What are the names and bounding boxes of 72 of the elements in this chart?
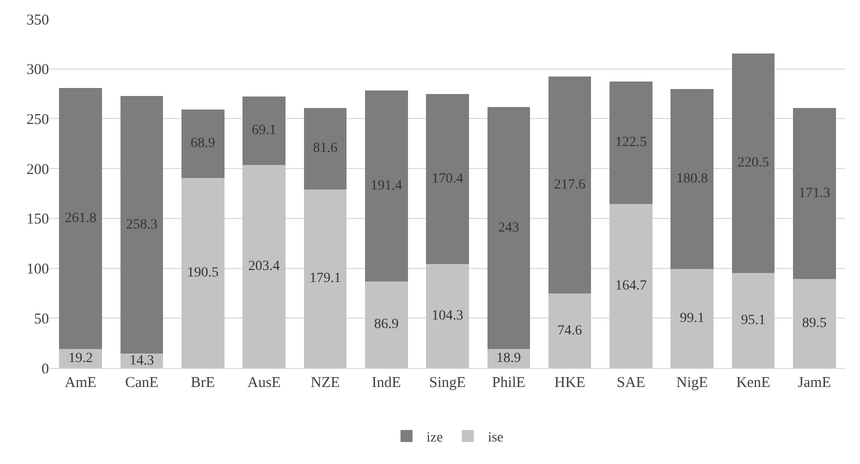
data-label: 89.5: [802, 316, 827, 331]
data-label: 18.9: [496, 351, 521, 366]
y-tick-label: 200: [26, 162, 49, 178]
data-label: 69.1: [252, 123, 276, 138]
y-tick-label: 0: [42, 361, 49, 378]
y-tick-label: 150: [26, 212, 49, 228]
x-tick-label: SingE: [429, 375, 466, 391]
x-tick-label: PhilE: [492, 375, 526, 391]
x-tick-label: NigE: [676, 375, 708, 391]
data-label: 122.5: [615, 135, 647, 150]
data-label: 217.6: [554, 178, 586, 193]
data-label: 74.6: [558, 323, 582, 338]
x-tick-label: HKE: [554, 375, 586, 391]
data-label: 164.7: [615, 278, 647, 294]
bar: [181, 109, 224, 178]
data-label: 68.9: [190, 136, 216, 152]
bar: [670, 88, 714, 270]
bar: [426, 94, 469, 264]
bar: [732, 53, 775, 274]
data-label: 14.3: [129, 353, 154, 368]
data-label: 104.3: [432, 308, 464, 324]
bar: [364, 281, 408, 368]
data-label: 179.1: [309, 271, 341, 286]
x-tick-label: KenE: [736, 375, 770, 391]
data-label: 170.4: [432, 172, 464, 187]
bar: [181, 178, 224, 368]
x-tick-label: NZE: [310, 375, 340, 391]
data-label: 220.5: [738, 156, 770, 171]
x-tick-label: IndE: [372, 375, 401, 391]
bar: [793, 108, 836, 279]
data-label: 191.4: [370, 178, 402, 194]
x-tick-label: SAE: [616, 375, 646, 391]
data-label: 243: [498, 220, 520, 236]
legend-label: ize: [426, 430, 443, 446]
data-label: 95.1: [741, 313, 766, 328]
bar: [426, 264, 469, 368]
y-tick-label: 100: [26, 262, 49, 278]
bar: [120, 96, 164, 354]
bar: [487, 106, 530, 350]
data-label: 171.3: [798, 186, 830, 201]
legend-label: ise: [488, 430, 504, 446]
y-tick-label: 250: [26, 112, 49, 128]
data-label: 86.9: [374, 317, 399, 332]
bar: [364, 90, 408, 282]
bar: [304, 108, 347, 190]
bar: [670, 269, 714, 368]
bar: [548, 76, 592, 294]
bar: [242, 165, 286, 368]
data-label: 19.2: [68, 350, 93, 366]
data-label: 203.4: [248, 259, 280, 274]
bar: [610, 204, 652, 368]
bar: [610, 82, 652, 204]
y-tick-label: 300: [26, 62, 49, 78]
data-label: 258.3: [126, 217, 158, 232]
data-label: 99.1: [680, 311, 704, 326]
y-tick-label: 50: [34, 311, 49, 328]
x-tick-label: AusE: [247, 375, 281, 391]
data-label: 261.8: [64, 210, 96, 226]
bar: [304, 189, 347, 368]
x-tick-label: JamE: [798, 375, 832, 391]
data-label: 190.5: [187, 266, 219, 281]
bar: [242, 96, 286, 166]
data-label: 81.6: [312, 141, 338, 156]
y-tick-label: 350: [26, 12, 49, 28]
x-tick-label: BrE: [190, 375, 215, 391]
bar: [732, 273, 775, 368]
bar: [548, 294, 592, 368]
x-tick-label: CanE: [125, 375, 158, 391]
bar: [59, 88, 102, 349]
x-tick-label: AmE: [64, 375, 96, 391]
data-label: 180.8: [676, 172, 708, 187]
bar: [793, 278, 836, 368]
